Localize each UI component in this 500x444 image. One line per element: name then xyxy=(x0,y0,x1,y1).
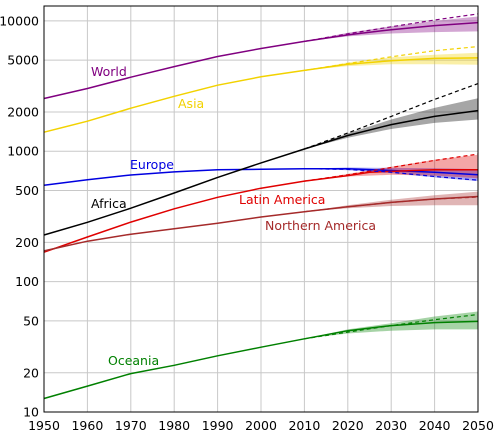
x-tick-label: 1960 xyxy=(71,418,103,433)
projection-lines xyxy=(304,13,479,340)
label-europe: Europe xyxy=(130,157,174,172)
label-asia: Asia xyxy=(178,96,204,111)
africa-dashed-projection xyxy=(304,83,479,150)
x-tick-label: 2000 xyxy=(245,418,277,433)
y-tick-label: 1000 xyxy=(7,144,39,159)
oceania-dashed-projection xyxy=(304,313,479,340)
latin-america-dashed-projection xyxy=(304,153,479,182)
label-africa: Africa xyxy=(91,196,127,211)
y-tick-label: 5000 xyxy=(7,53,39,68)
latin-america-series-line xyxy=(43,169,478,253)
x-tick-label: 2020 xyxy=(332,418,364,433)
label-world: World xyxy=(91,64,127,79)
label-latin-america: Latin America xyxy=(239,192,325,207)
label-oceania: Oceania xyxy=(108,353,159,368)
y-tick-label: 500 xyxy=(15,183,39,198)
x-tick-label: 2040 xyxy=(419,418,451,433)
y-tick-label: 200 xyxy=(15,235,39,250)
africa-projection-band xyxy=(304,98,478,149)
world-series-line xyxy=(43,21,479,100)
x-tick-label: 1970 xyxy=(115,418,147,433)
x-tick-label: 2030 xyxy=(375,418,407,433)
x-tick-label: 1950 xyxy=(28,418,60,433)
europe-projection-band xyxy=(304,167,478,182)
x-tick-label: 2010 xyxy=(288,418,320,433)
y-tick-label: 50 xyxy=(23,313,39,328)
asia-series-line xyxy=(43,57,479,133)
y-axis-ticks: 10 20 50 100 200 500 1000 2000 5000 10000 xyxy=(0,13,39,419)
y-tick-label: 100 xyxy=(15,274,39,289)
oceania-series-line xyxy=(43,320,479,400)
plot-frame xyxy=(43,5,479,413)
y-tick-label: 10 xyxy=(23,405,39,420)
series-labels: World Asia Europe Africa Latin America N… xyxy=(91,64,376,368)
asia-projection-band xyxy=(304,52,478,71)
europe-dashed-projection xyxy=(304,168,479,181)
northern-america-dashed-projection xyxy=(304,196,479,213)
asia-dashed-projection xyxy=(304,46,479,71)
label-northern-america: Northern America xyxy=(265,218,376,233)
x-tick-label: 1980 xyxy=(158,418,190,433)
world-dashed-projection xyxy=(304,13,479,42)
africa-series-line xyxy=(43,109,479,236)
x-axis-ticks: 1950 1960 1970 1980 1990 2000 2010 2020 2030 2040… xyxy=(28,418,494,433)
x-tick-label: 2050 xyxy=(462,418,494,433)
y-tick-label: 2000 xyxy=(7,104,39,119)
y-tick-label: 20 xyxy=(23,365,39,380)
y-tick-label: 10000 xyxy=(0,13,39,28)
x-tick-label: 1990 xyxy=(202,418,234,433)
